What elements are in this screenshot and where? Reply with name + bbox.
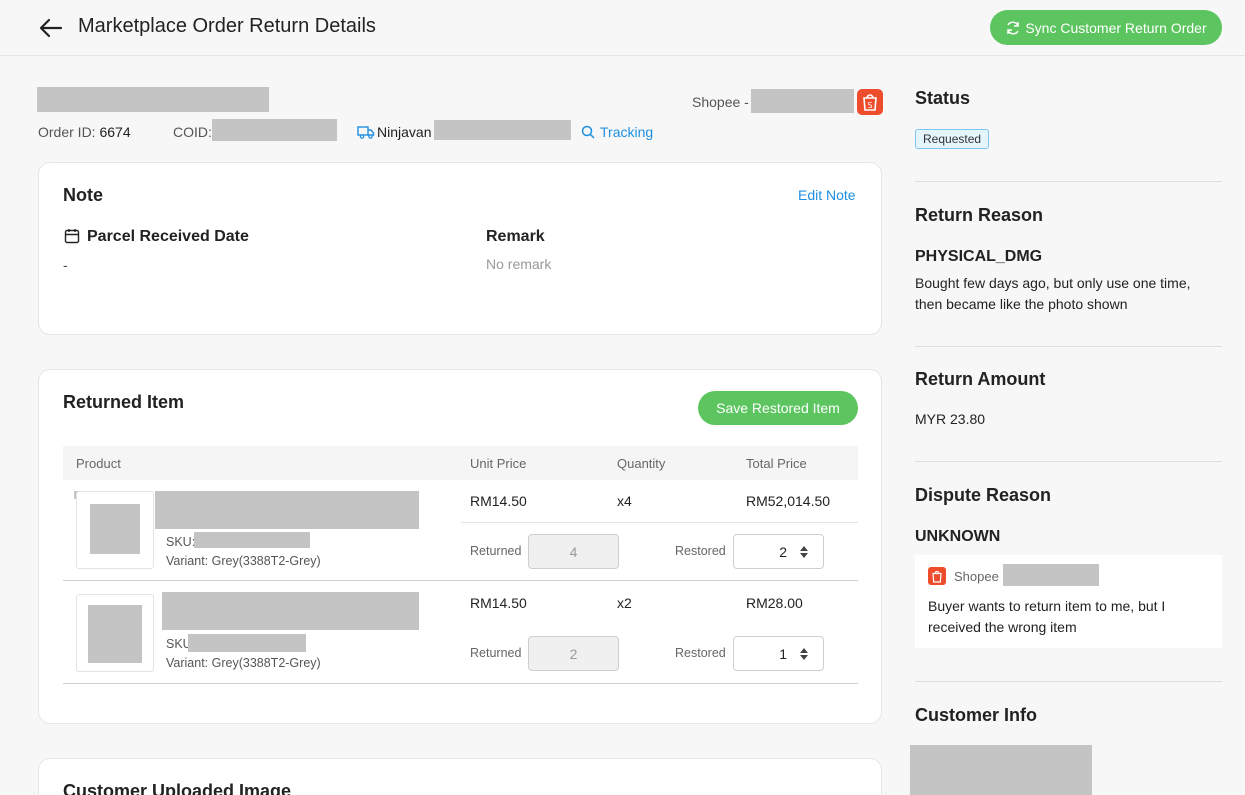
column-quantity: Quantity xyxy=(617,456,666,471)
restored-label: Restored xyxy=(675,646,726,660)
variant: Variant: Grey(3388T2-Grey) xyxy=(166,554,321,568)
coid-redacted xyxy=(212,119,337,141)
customer-name-redacted xyxy=(37,87,269,112)
quantity: x4 xyxy=(617,493,632,509)
total-price: RM52,014.50 xyxy=(746,493,831,509)
unit-price: RM14.50 xyxy=(470,493,527,509)
return-reason-text: Bought few days ago, but only use one ti… xyxy=(915,275,1191,312)
back-button[interactable] xyxy=(38,16,64,40)
total-price: RM28.00 xyxy=(746,595,803,611)
order-id-label: Order ID: xyxy=(38,124,96,140)
shopee-bag-icon: S xyxy=(857,89,883,115)
divider xyxy=(915,181,1222,182)
quantity: x2 xyxy=(617,595,632,611)
dispute-reason-title: Dispute Reason xyxy=(915,485,1052,505)
variant: Variant: Grey(3388T2-Grey) xyxy=(166,656,321,670)
return-reason-title: Return Reason xyxy=(915,205,1044,225)
sku-redacted xyxy=(194,532,310,548)
sku-redacted xyxy=(188,634,306,652)
courier-name: Ninjavan xyxy=(377,124,432,140)
restored-quantity-value: 1 xyxy=(779,646,787,662)
row-subdivider xyxy=(461,522,858,523)
returned-label: Returned xyxy=(470,646,522,660)
return-reason-code: PHYSICAL_DMG xyxy=(915,248,1043,265)
returned-quantity-input[interactable]: 2 xyxy=(528,636,619,671)
customer-uploaded-image-title: Customer Uploaded Image xyxy=(63,781,292,795)
return-amount-value: MYR 23.80 xyxy=(915,411,986,427)
note-title: Note xyxy=(63,185,103,205)
product-name-redacted xyxy=(155,491,419,529)
platform-label: Shopee - xyxy=(692,94,749,110)
remark-value: No remark xyxy=(486,256,552,272)
sku-label: SKU: xyxy=(166,535,196,549)
returned-item-card: Returned Item Save Restored Item Product… xyxy=(38,369,882,724)
sync-customer-return-order-button[interactable]: Sync Customer Return Order xyxy=(990,10,1222,45)
edit-note-link[interactable]: Edit Note xyxy=(798,187,856,203)
column-total-price: Total Price xyxy=(746,456,807,471)
parcel-received-date-label: Parcel Received Date xyxy=(87,228,249,245)
dispute-shop-redacted xyxy=(1003,564,1099,586)
dispute-platform-label: Shopee - xyxy=(954,569,1007,584)
restored-quantity-stepper[interactable]: 1 xyxy=(733,636,824,671)
tracking-link[interactable]: Tracking xyxy=(581,124,653,140)
divider xyxy=(915,461,1222,462)
sync-icon xyxy=(1007,20,1020,35)
status-badge: Requested xyxy=(915,129,990,149)
sync-button-label: Sync Customer Return Order xyxy=(1025,19,1207,36)
returned-label: Returned xyxy=(470,544,522,558)
order-id: Order ID: 6674 xyxy=(38,124,131,140)
sort-arrows-icon xyxy=(800,648,808,660)
shop-name-redacted xyxy=(751,89,854,113)
shopee-bag-icon xyxy=(928,567,946,585)
unit-price: RM14.50 xyxy=(470,595,527,611)
tracking-number-redacted xyxy=(434,120,571,140)
svg-text:S: S xyxy=(867,101,872,110)
table-header: Product Unit Price Quantity Total Price xyxy=(63,446,858,480)
returned-item-title: Returned Item xyxy=(63,392,185,412)
dispute-reason-code: UNKNOWN xyxy=(915,528,1001,545)
divider xyxy=(915,681,1222,682)
divider xyxy=(915,346,1222,347)
tracking-label: Tracking xyxy=(600,124,654,140)
remark-label: Remark xyxy=(486,228,545,245)
customer-info-redacted xyxy=(910,745,1092,795)
parcel-received-date-value: - xyxy=(63,257,68,273)
save-restored-item-button[interactable]: Save Restored Item xyxy=(698,391,858,425)
top-bar: Marketplace Order Return Details Sync Cu… xyxy=(0,0,1245,56)
page-title: Marketplace Order Return Details xyxy=(78,15,376,37)
returned-quantity-input[interactable]: 4 xyxy=(528,534,619,569)
arrow-left-icon xyxy=(39,18,63,38)
restored-label: Restored xyxy=(675,544,726,558)
customer-uploaded-image-card: Customer Uploaded Image xyxy=(38,758,882,795)
dispute-message-box: Shopee - Buyer wants to return item to m… xyxy=(915,555,1222,648)
restored-quantity-stepper[interactable]: 2 xyxy=(733,534,824,569)
product-thumbnail xyxy=(76,594,154,672)
status-title: Status xyxy=(915,88,971,108)
customer-info-title: Customer Info xyxy=(915,705,1038,725)
column-unit-price: Unit Price xyxy=(470,456,527,471)
restored-quantity-value: 2 xyxy=(779,544,787,560)
product-thumbnail xyxy=(76,491,154,569)
coid-label: COID: xyxy=(173,124,212,140)
calendar-icon xyxy=(64,228,80,244)
product-name-redacted xyxy=(162,592,419,630)
dispute-message-text: Buyer wants to return item to me, but I … xyxy=(928,598,1166,635)
note-card: Note Edit Note Parcel Received Date - Re… xyxy=(38,162,882,335)
order-id-value: 6674 xyxy=(99,124,131,140)
return-amount-title: Return Amount xyxy=(915,369,1046,389)
search-icon xyxy=(581,125,595,139)
column-product: Product xyxy=(76,456,121,471)
row-divider xyxy=(63,683,858,684)
sku-label: SKU xyxy=(166,637,192,651)
sort-arrows-icon xyxy=(800,546,808,558)
truck-icon xyxy=(357,124,375,140)
row-divider xyxy=(63,580,858,581)
